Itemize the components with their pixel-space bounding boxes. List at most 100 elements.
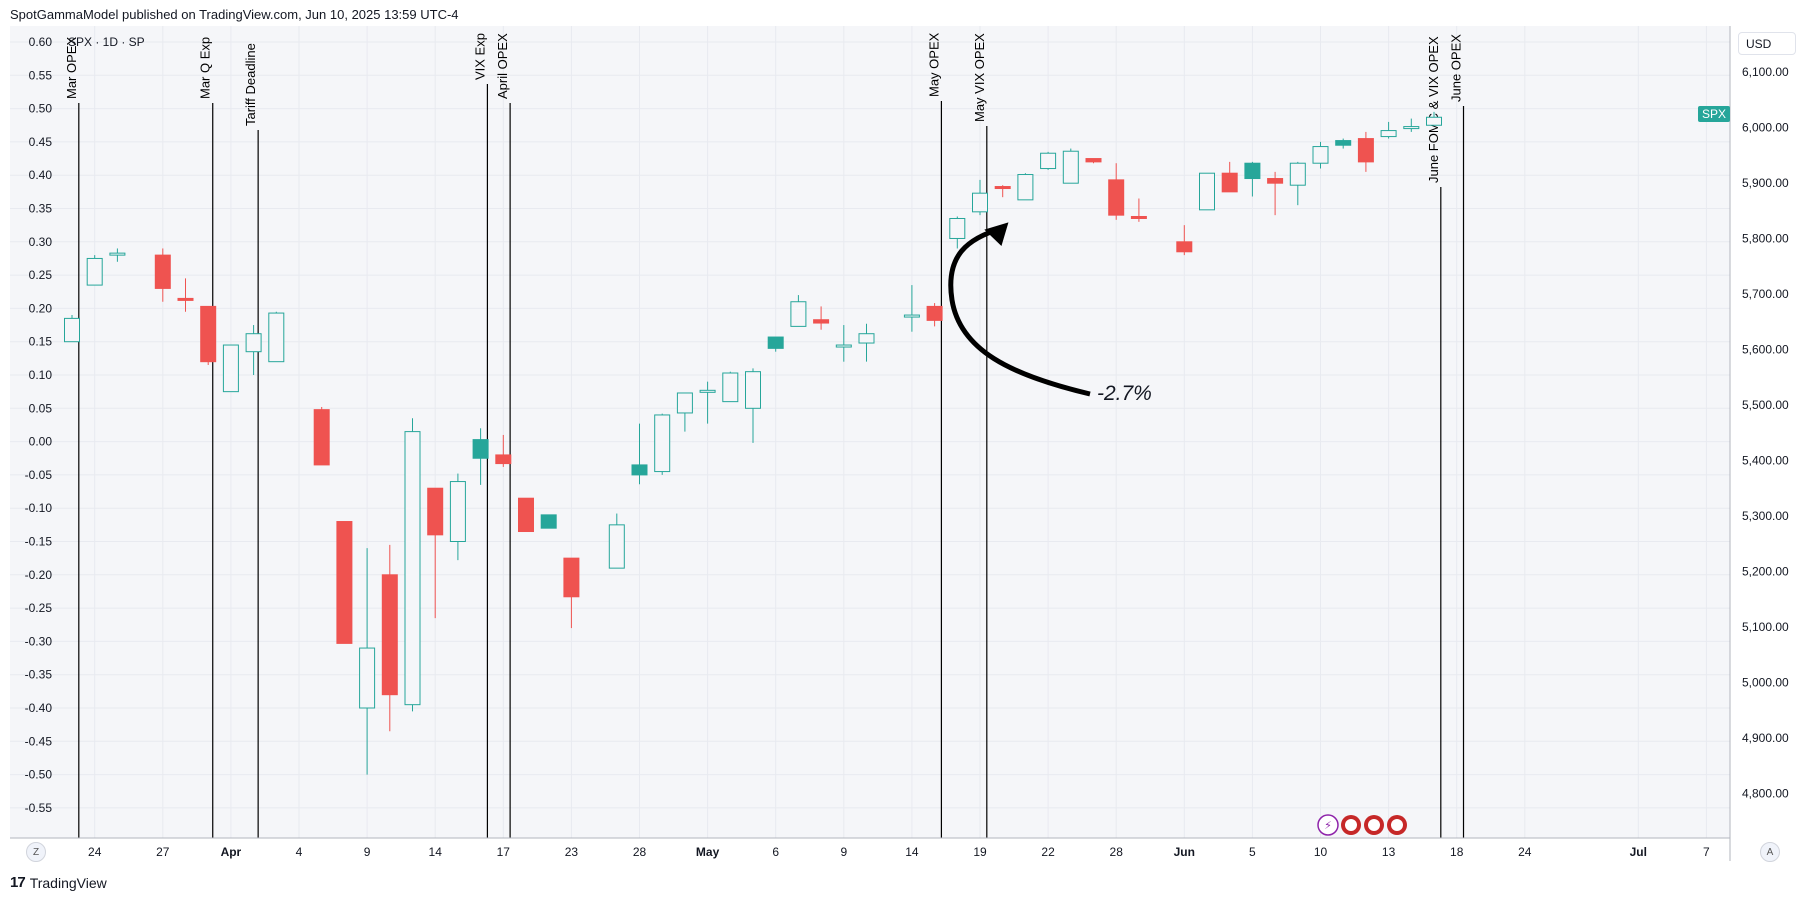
time-axis-tick-label: Jun [1174,845,1195,859]
candle [449,473,466,561]
annotation-text: -2.7% [1097,382,1152,405]
currency-selector[interactable]: USD [1738,32,1796,55]
candle [745,368,761,443]
candle [245,325,262,375]
candle [1312,141,1329,169]
candle-body [835,344,852,348]
time-axis-tick-label: 14 [429,845,443,859]
candle [381,544,398,732]
candle [427,487,444,619]
candle-body [903,314,920,318]
candle-body [268,312,285,363]
event-markers[interactable]: ⚡ [1317,814,1407,836]
candle [472,428,489,485]
time-axis-tick-label: Apr [221,845,242,859]
candle-body [1130,215,1147,219]
left-axis-tick-label: 0.10 [29,368,53,382]
candle [313,406,330,466]
candle-body [1426,116,1442,126]
right-axis[interactable]: 6,100.00 6,000.00 5,900.00 5,800.00 5,700.00… [1742,65,1789,801]
candle [1380,121,1397,139]
candle-body [518,497,534,533]
right-axis-tick-label: 5,700.00 [1742,287,1789,301]
candle-body [154,254,171,289]
candle [1357,131,1374,172]
candle [1085,158,1102,164]
left-axis-tick-label: 0.35 [29,202,53,216]
candle [1267,171,1284,216]
tradingview-logo-icon: 17 [10,874,26,891]
candle [608,513,625,569]
event-label: June FOMC & VIX OPEX [1426,36,1441,183]
candle [1062,148,1079,184]
log-scale-button[interactable]: Z [26,842,46,862]
price-badge: SPX [1698,106,1731,122]
time-axis-tick-label: 24 [1518,845,1532,859]
candle-body [177,297,194,301]
candle-body [654,414,671,473]
candle [1017,173,1034,201]
candle-body [200,305,217,363]
event-label: June OPEX [1449,34,1464,102]
left-axis-tick-label: -0.20 [25,568,53,582]
left-axis-tick-label: -0.30 [25,634,53,648]
candle [109,248,126,262]
left-axis-tick-label: -0.15 [25,535,53,549]
right-axis-tick-label: 5,500.00 [1742,398,1789,412]
candle-body [222,344,239,393]
time-axis-tick-label: 9 [840,845,847,859]
time-axis-tick-label: 4 [296,845,303,859]
candle-body [336,521,353,644]
candle [359,548,376,775]
candle-body [404,431,421,706]
candle [972,179,988,216]
candle [540,514,557,529]
candle-body [1085,158,1102,163]
right-axis-tick-label: 6,000.00 [1742,121,1789,135]
left-axis-tick-label: 0.25 [29,268,53,282]
candle-body [813,319,830,324]
candle-body [1244,162,1261,180]
candle [813,306,830,330]
candles [64,111,1442,775]
candle [949,216,966,249]
candle-body [1108,179,1125,216]
time-axis-tick-label: 28 [633,845,647,859]
left-axis-tick-label: -0.45 [25,734,53,748]
auto-scale-button[interactable]: A [1760,842,1780,862]
time-axis[interactable]: 24 27 Apr 4 9 14 17 23 28 May 6 9 14 19 22 28 Jun 5 10 13 18… [88,845,1710,859]
candle-body [1221,172,1238,193]
candle [1403,118,1420,132]
candle [767,336,784,352]
right-axis-tick-label: 5,200.00 [1742,565,1789,579]
candle-body [245,333,262,353]
candle [518,497,534,533]
event-label: Mar Q Exp [198,37,213,99]
candle-body [313,409,330,466]
candle-body [427,487,444,536]
time-axis-tick-label: 6 [772,845,779,859]
candle [1130,198,1147,222]
left-axis-tick-label: 0.20 [29,301,53,315]
candle-body [1199,172,1215,211]
candle [631,423,648,485]
candle [268,311,285,363]
candle [563,557,580,629]
candle-body [631,464,648,476]
event-label: May VIX OPEX [972,33,987,122]
candle-body [858,333,875,344]
candle-body [1267,178,1284,184]
time-axis-tick-label: 5 [1249,845,1256,859]
candle [1426,111,1442,126]
time-axis-tick-label: 19 [973,845,987,859]
event-label: May OPEX [926,32,941,97]
candle [1221,161,1238,193]
candle-body [1357,138,1374,163]
time-axis-tick-label: 18 [1450,845,1464,859]
candle-body [767,336,784,349]
right-axis-tick-label: 5,900.00 [1742,176,1789,190]
publish-header: SpotGammaModel published on TradingView.… [10,7,459,22]
candle [722,371,739,403]
svg-text:⚡: ⚡ [1324,819,1332,832]
